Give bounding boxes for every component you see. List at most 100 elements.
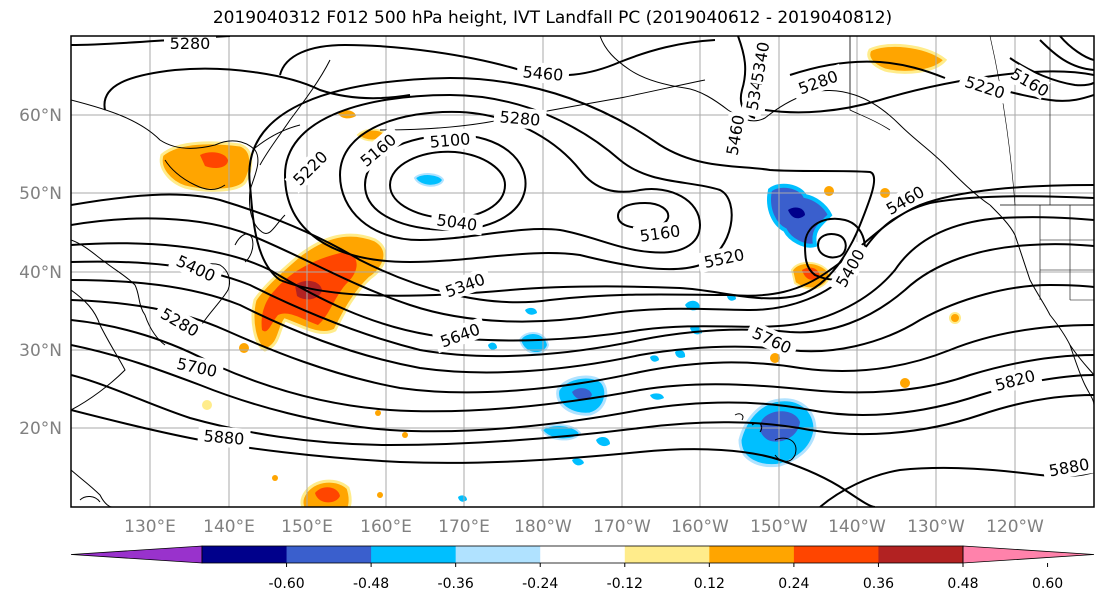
colorbar-tick-label: 0.48	[947, 576, 978, 592]
shade-dot-11	[377, 492, 383, 498]
shade-okhotsk-core	[200, 152, 228, 168]
lat-label: 30°N	[19, 341, 62, 361]
svg-text:5880: 5880	[203, 426, 245, 448]
shade-okhotsk	[159, 141, 253, 192]
map-title: 2019040312 F012 500 hPa height, IVT Land…	[212, 8, 893, 28]
colorbar-swatch	[202, 546, 288, 563]
colorbar-tick-label: -0.48	[353, 576, 389, 592]
svg-text:5280: 5280	[170, 34, 211, 53]
coast-china-south	[71, 289, 126, 411]
latitude-labels: 60°N 50°N 40°N 30°N 20°N	[19, 106, 62, 439]
contour-inner-1	[103, 67, 411, 111]
colorbar-tick-label: -0.60	[268, 576, 304, 592]
colorbar-swatch	[540, 546, 626, 563]
colorbar-swatch	[878, 546, 964, 563]
coast-alaska	[599, 36, 991, 206]
shade-neg-hawaii-core	[760, 411, 800, 442]
contour-label: 5880	[1041, 452, 1094, 482]
states-1	[1039, 205, 1094, 301]
shade-near-aleutian	[338, 110, 356, 119]
lon-label: 150°E	[281, 517, 333, 537]
contour-5100	[363, 133, 527, 232]
colorbar-swatch	[793, 546, 879, 563]
contour-5520	[71, 243, 1094, 358]
colorbar-tick-label: 0.12	[694, 576, 725, 592]
svg-text:5100: 5100	[429, 129, 471, 151]
colorbar-tick-label: -0.36	[438, 576, 474, 592]
contour-5040	[388, 150, 507, 220]
lon-label: 160°W	[671, 517, 729, 537]
shade-neg-mid-1-core	[572, 388, 592, 400]
shade-dot-10	[272, 475, 278, 481]
contour-5460	[71, 216, 1094, 342]
svg-text:5280: 5280	[499, 107, 541, 129]
shade-neg-mid-14	[650, 355, 659, 362]
shade-dot-2	[824, 186, 834, 196]
contour-5280	[248, 76, 876, 300]
contour-ak-north	[764, 70, 1094, 114]
shade-low-south-core	[802, 267, 820, 280]
lat-label: 60°N	[19, 106, 62, 126]
contour-5100-ak	[1039, 39, 1094, 71]
shade-dot-9	[402, 432, 408, 438]
shade-neg-mid-10	[675, 349, 686, 358]
contour-5400	[71, 195, 1094, 323]
shade-neg-mid-5	[572, 458, 584, 466]
contour-label: 5460	[516, 60, 570, 86]
contour-label: 5280	[164, 34, 216, 53]
colorbar-swatch	[286, 546, 372, 563]
shade-dot-4	[239, 343, 249, 353]
colorbar-swatch	[455, 546, 541, 563]
coast-aleutians	[379, 79, 706, 131]
contour-5280-ak	[789, 60, 946, 79]
border-alaska	[849, 36, 891, 131]
height-contours	[71, 36, 1094, 507]
colorbar-tick-label: 0.60	[1032, 576, 1063, 592]
map-frame	[70, 35, 1095, 508]
lon-label: 140°W	[828, 517, 886, 537]
colorbar-tick-label: -0.12	[607, 576, 643, 592]
shade-neg-low-center	[413, 173, 445, 187]
coastlines	[71, 36, 1094, 507]
coast-japan-north	[234, 233, 254, 263]
graticule	[71, 36, 1094, 507]
contour-5640	[71, 299, 1094, 394]
contour-5100-ak2	[1059, 36, 1094, 61]
svg-text:5460: 5460	[522, 62, 564, 84]
lat-label: 50°N	[19, 184, 62, 204]
contour-5880	[71, 409, 876, 507]
colorbar-tick-label: -0.24	[522, 576, 558, 592]
contour-5580	[71, 279, 1094, 374]
colorbar-tick-label: 0.36	[863, 576, 894, 592]
contour-5760	[71, 344, 1094, 433]
shade-dot-8	[375, 410, 381, 416]
contour-5820	[71, 374, 1094, 447]
colorbar-extend-low	[70, 545, 203, 564]
shade-neg-mid-9	[488, 342, 497, 350]
lon-label: 160°E	[360, 517, 412, 537]
shade-dot-3	[949, 312, 961, 324]
contour-5160-ak	[1009, 57, 1094, 87]
lat-label: 40°N	[19, 263, 62, 283]
lon-label: 170°E	[438, 517, 490, 537]
contour-low-east-inner	[816, 233, 847, 259]
lon-label: 120°W	[986, 517, 1044, 537]
contour-label: 5100	[423, 127, 477, 153]
lon-label: 130°W	[907, 517, 965, 537]
contour-label: 5280	[493, 105, 547, 131]
shade-dot-7	[900, 378, 910, 388]
coast-korea-china	[71, 239, 166, 346]
longitude-labels: 130°E 140°E 150°E 160°E 170°E 180°W 170°…	[124, 517, 1044, 537]
shade-neg-ne-pacific-core	[788, 207, 805, 219]
shade-neg-mid-8	[650, 393, 664, 400]
colorbar-swatch	[371, 546, 457, 563]
coast-kamchatka	[254, 59, 331, 166]
border-canada-prov	[989, 36, 1051, 206]
contour-5160	[338, 110, 702, 254]
contour-5220	[283, 93, 733, 271]
coast-baja	[1069, 344, 1094, 406]
colorbar-swatch	[624, 546, 710, 563]
colorbar-swatch	[709, 546, 795, 563]
shade-neg-mid-13	[458, 495, 467, 502]
